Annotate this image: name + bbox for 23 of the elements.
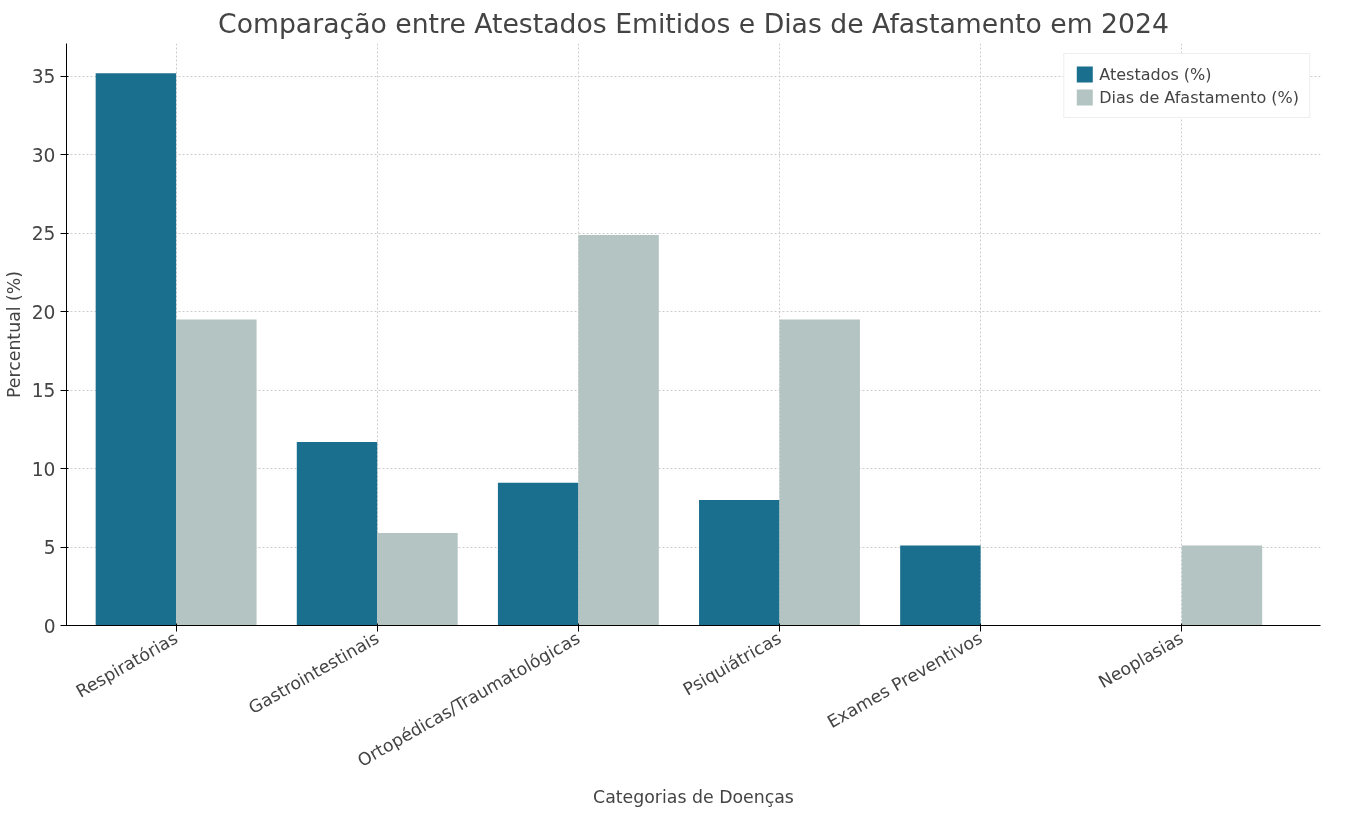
y-axis-title: Percentual (%) [3, 270, 24, 399]
bar [176, 319, 257, 626]
y-tick-label: 10 [31, 458, 56, 480]
chart-title: Comparação entre Atestados Emitidos e Dias de Afastamento em 2024 [218, 7, 1169, 39]
y-tick-label: 20 [31, 301, 56, 323]
bar [377, 532, 458, 626]
x-axis-title: Categorias de Doenças [593, 787, 794, 808]
bar [900, 545, 981, 626]
y-tick-label: 35 [31, 66, 56, 88]
y-tick-label: 30 [31, 144, 56, 166]
legend-label: Dias de Afastamento (%) [1099, 87, 1299, 107]
y-tick-label: 25 [31, 223, 56, 245]
bar [578, 234, 659, 626]
bar [1181, 545, 1263, 626]
bar [95, 73, 177, 626]
bar [779, 319, 860, 626]
y-tick-label: 15 [31, 380, 56, 402]
y-tick-label: 5 [43, 537, 56, 559]
legend-label: Atestados (%) [1099, 64, 1212, 84]
bar [296, 441, 378, 626]
bar [497, 482, 579, 626]
y-tick-label: 0 [43, 615, 56, 637]
bar [699, 500, 780, 626]
